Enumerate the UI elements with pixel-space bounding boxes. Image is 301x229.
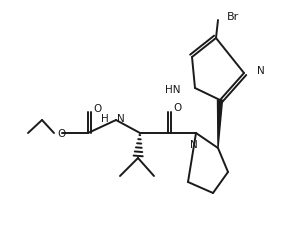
- Text: O: O: [173, 103, 181, 113]
- Text: O: O: [58, 129, 66, 139]
- Text: HN: HN: [166, 85, 181, 95]
- Text: N: N: [257, 66, 265, 76]
- Text: N: N: [190, 140, 198, 150]
- Text: Br: Br: [227, 12, 239, 22]
- Text: O: O: [93, 104, 101, 114]
- Polygon shape: [218, 100, 222, 148]
- Text: H: H: [101, 114, 109, 124]
- Text: N: N: [117, 114, 125, 124]
